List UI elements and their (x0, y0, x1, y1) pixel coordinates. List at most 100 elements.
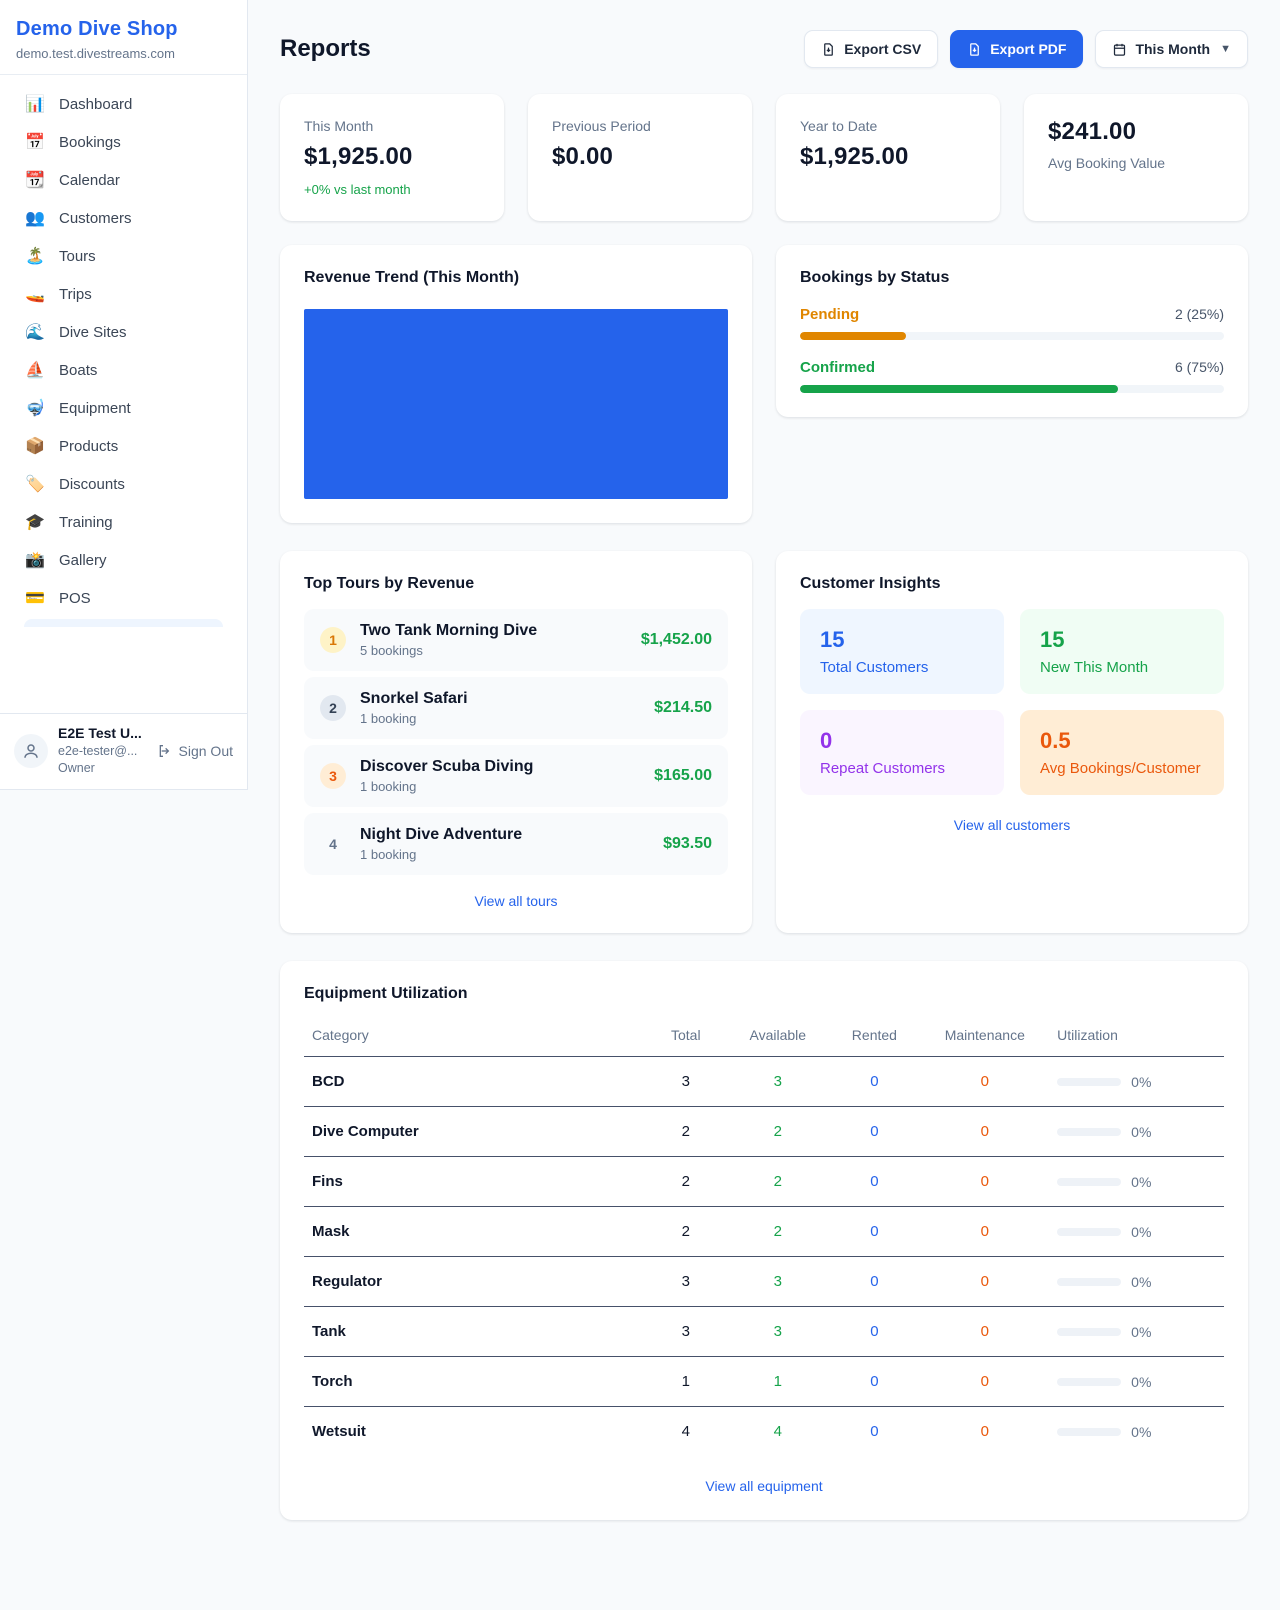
stat-value: $0.00 (552, 143, 614, 170)
sidebar-item-reports-partial[interactable] (24, 619, 223, 627)
sign-out-button[interactable]: Sign Out (157, 743, 233, 759)
sidebar-item-label: Trips (59, 286, 92, 303)
tour-revenue: $165.00 (654, 767, 712, 784)
table-row: Wetsuit 4 4 0 0 0% (304, 1407, 1224, 1457)
equipment-available: 2 (727, 1206, 829, 1257)
equipment-maintenance: 0 (920, 1206, 1050, 1257)
tour-bookings: 1 booking (360, 779, 417, 794)
utilization-label: 0% (1131, 1273, 1152, 1290)
sidebar-item-training[interactable]: 🎓 Training (12, 505, 235, 540)
sidebar-item-label: Gallery (59, 552, 107, 569)
sidebar-item-customers[interactable]: 👥 Customers (12, 201, 235, 236)
utilization-cell: 0% (1057, 1424, 1216, 1440)
person-icon (24, 743, 38, 758)
insight-label: New This Month (1040, 659, 1149, 676)
user-email: e2e-tester@... (58, 744, 138, 759)
stat-value: $1,925.00 (800, 143, 909, 170)
status-count: 6 (75%) (1174, 359, 1224, 375)
sidebar-item-equipment[interactable]: 🤿 Equipment (12, 391, 235, 426)
revenue-trend-chart (304, 309, 728, 499)
bookings-by-status-title: Bookings by Status (800, 269, 950, 286)
utilization-bar-track (1057, 1077, 1122, 1086)
tour-name: Snorkel Safari (360, 690, 468, 707)
shop-name: Demo Dive Shop (16, 18, 178, 40)
equipment-rented: 0 (828, 1256, 921, 1307)
insight-value: 15 (820, 627, 845, 652)
table-row: Tank 3 3 0 0 0% (304, 1306, 1224, 1357)
sidebar-item-label: Training (59, 514, 113, 531)
equipment-rented: 0 (828, 1356, 921, 1407)
utilization-bar-track (1057, 1127, 1122, 1136)
top-tours-list: 1 Two Tank Morning Dive 5 bookings $1,45… (304, 609, 728, 875)
sidebar-item-label: Boats (59, 362, 98, 379)
sidebar-item-dashboard[interactable]: 📊 Dashboard (12, 87, 235, 122)
view-all-tours-link[interactable]: View all tours (474, 893, 558, 909)
sidebar-item-products[interactable]: 📦 Products (12, 429, 235, 464)
export-pdf-button[interactable]: Export PDF (950, 30, 1084, 68)
stat-delta: +0% vs last month (304, 182, 411, 197)
tag-icon: 🏷️ (25, 475, 45, 493)
tour-bookings: 5 bookings (360, 643, 423, 658)
sidebar-item-label: Customers (59, 210, 132, 227)
utilization-label: 0% (1131, 1373, 1152, 1390)
sidebar-item-calendar[interactable]: 📆 Calendar (12, 163, 235, 198)
equipment-maintenance: 0 (980, 1423, 989, 1440)
equipment-table-header: Category Total Available Rented Maintena… (304, 1013, 1224, 1057)
rank-badge: 3 (320, 763, 346, 789)
sidebar-item-dive-sites[interactable]: 🌊 Dive Sites (12, 315, 235, 350)
insight-new-this-month: 15 New This Month (1020, 609, 1224, 694)
user-info: E2E Test U... e2e-tester@... Owner (58, 724, 142, 777)
sidebar-item-tours[interactable]: 🏝️ Tours (12, 239, 235, 274)
equipment-rented: 0 (828, 1056, 921, 1107)
period-label: This Month (1135, 41, 1211, 57)
sidebar-item-label: Discounts (59, 476, 125, 493)
col-category: Category (304, 1013, 645, 1057)
utilization-cell: 0% (1057, 1274, 1216, 1290)
sidebar-item-label: Products (59, 438, 119, 455)
equipment-total: 3 (644, 1256, 728, 1307)
sidebar-item-discounts[interactable]: 🏷️ Discounts (12, 467, 235, 502)
equipment-rented: 0 (870, 1423, 879, 1440)
sidebar-item-label: Bookings (59, 134, 121, 151)
sidebar-item-gallery[interactable]: 📸 Gallery (12, 543, 235, 578)
equipment-maintenance: 0 (920, 1106, 1050, 1157)
sidebar-item-boats[interactable]: ⛵ Boats (12, 353, 235, 388)
utilization-cell: 0% (1057, 1324, 1216, 1340)
sidebar-item-label: Tours (59, 248, 96, 265)
period-dropdown[interactable]: This Month ▼ (1095, 30, 1248, 68)
status-count: 2 (25%) (1174, 306, 1224, 322)
equipment-available: 2 (727, 1156, 829, 1207)
status-bar-track (800, 332, 1224, 340)
graduation-cap-icon: 🎓 (25, 513, 45, 531)
view-all-customers-link[interactable]: View all customers (953, 817, 1071, 833)
equipment-rented: 0 (828, 1106, 921, 1157)
sidebar-item-pos[interactable]: 💳 POS (12, 581, 235, 616)
tour-name: Night Dive Adventure (360, 826, 523, 843)
utilization-bar-track (1057, 1227, 1122, 1236)
sidebar-item-trips[interactable]: 🚤 Trips (12, 277, 235, 312)
view-all-equipment-link[interactable]: View all equipment (705, 1478, 823, 1494)
tour-revenue: $93.50 (663, 835, 712, 852)
sidebar-item-label: Calendar (59, 172, 120, 189)
stat-card-this-month: This Month $1,925.00 +0% vs last month (280, 94, 504, 221)
shop-brand: Demo Dive Shop demo.test.divestreams.com (0, 0, 247, 75)
stat-label: Year to Date (800, 118, 878, 134)
sidebar-item-label: Dive Sites (59, 324, 127, 341)
sidebar-item-label: Dashboard (59, 96, 133, 113)
equipment-total: 2 (644, 1106, 728, 1157)
utilization-label: 0% (1131, 1223, 1152, 1240)
utilization-cell: 0% (1057, 1074, 1216, 1090)
file-download-icon (970, 42, 980, 56)
export-csv-button[interactable]: Export CSV (804, 30, 939, 68)
tour-row: 3 Discover Scuba Diving 1 booking $165.0… (304, 745, 728, 807)
charts-row: Revenue Trend (This Month) Bookings by S… (280, 245, 1248, 523)
user-name: E2E Test U... (58, 725, 142, 742)
table-row: BCD 3 3 0 0 0% (304, 1056, 1224, 1107)
sign-out-icon (159, 744, 169, 757)
equipment-total: 1 (644, 1356, 728, 1407)
export-pdf-label: Export PDF (990, 41, 1067, 57)
equipment-category: BCD (304, 1056, 645, 1107)
sidebar-item-bookings[interactable]: 📅 Bookings (12, 125, 235, 160)
tour-revenue: $214.50 (654, 699, 712, 716)
equipment-total: 2 (644, 1156, 728, 1207)
